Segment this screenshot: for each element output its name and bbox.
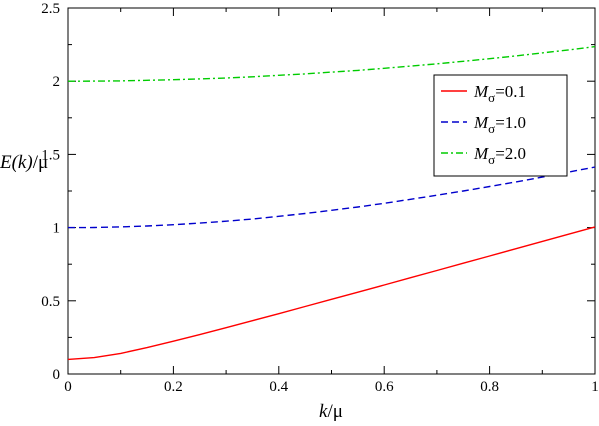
x-tick-label: 0.8: [480, 379, 499, 395]
legend-label-2: Mσ=1.0: [473, 113, 526, 136]
y-axis-title: E(k)/μ: [0, 152, 48, 173]
y-tick-label: 1: [53, 221, 61, 237]
x-tick-label: 0.6: [375, 379, 394, 395]
series-line-2: [67, 166, 596, 229]
ticks: [67, 7, 596, 375]
legend-entries: Mσ=0.1 Mσ=1.0 Mσ=2.0: [441, 82, 526, 167]
x-tick-label: 0.2: [164, 379, 183, 395]
x-axis-var: k: [319, 401, 328, 422]
series-line-3: [67, 45, 596, 82]
y-tick-label: 2: [53, 74, 61, 90]
y-tick-label: 1.5: [41, 147, 60, 163]
legend-label-1: Mσ=0.1: [473, 82, 526, 105]
x-tick-label: 1: [591, 379, 599, 395]
x-axis-unit: /μ: [327, 401, 342, 422]
plot-frame: [67, 7, 596, 375]
x-axis-title: k/μ: [319, 401, 343, 422]
legend-label-3: Mσ=2.0: [473, 144, 526, 167]
y-tick-label: 2.5: [41, 1, 60, 17]
y-axis-unit: /μ: [33, 152, 48, 173]
x-tick-label: 0.4: [269, 379, 288, 395]
y-tick-label: 0: [53, 367, 61, 383]
legend: Mσ=0.1 Mσ=1.0 Mσ=2.0: [433, 74, 568, 177]
y-tick-label: 0.5: [41, 294, 60, 310]
x-tick-label: 0: [64, 379, 72, 395]
tick-labels: 0 0.2 0.4 0.6 0.8 1 0 0.5 1 1.5 2 2.5: [41, 1, 599, 395]
y-axis-var: E(k): [0, 152, 33, 173]
series-lines: [67, 45, 596, 361]
series-line-1: [67, 226, 596, 361]
legend-box: [433, 74, 568, 177]
